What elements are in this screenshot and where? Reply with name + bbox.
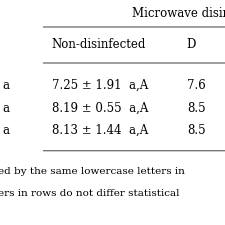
Text: 8.5: 8.5	[187, 101, 205, 115]
Text: 8.13 ± 1.44  a,A: 8.13 ± 1.44 a,A	[52, 124, 148, 137]
Text: 8.5: 8.5	[187, 124, 205, 137]
Text: Non-disinfected: Non-disinfected	[52, 38, 146, 52]
Text: ed by the same lowercase letters in: ed by the same lowercase letters in	[0, 166, 185, 176]
Text: 7.25 ± 1.91  a,A: 7.25 ± 1.91 a,A	[52, 79, 148, 92]
Text: Microwave disinf: Microwave disinf	[132, 7, 225, 20]
Text: 8.19 ± 0.55  a,A: 8.19 ± 0.55 a,A	[52, 101, 148, 115]
Text: ers in rows do not differ statistical: ers in rows do not differ statistical	[0, 189, 179, 198]
Text: a: a	[2, 101, 9, 115]
Text: D: D	[187, 38, 196, 52]
Text: a: a	[2, 124, 9, 137]
Text: 7.6: 7.6	[187, 79, 205, 92]
Text: a: a	[2, 79, 9, 92]
